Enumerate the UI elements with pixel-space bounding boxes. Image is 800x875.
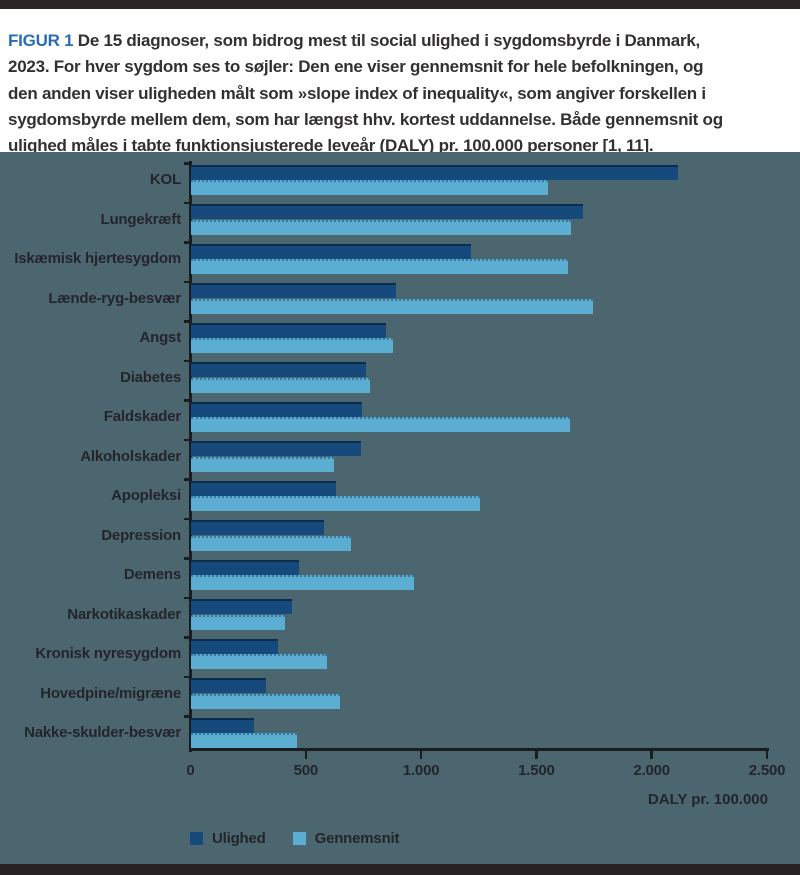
- ulighed-bar: [191, 678, 266, 693]
- ulighed-bar: [191, 638, 279, 654]
- top-border-bar: [0, 0, 800, 9]
- ulighed-bar: [191, 322, 386, 338]
- category-label: Angst: [139, 329, 182, 346]
- gennemsnit-bar: [191, 693, 340, 709]
- category-label: Nakke-skulder-besvær: [24, 724, 181, 741]
- y-axis-tick: [184, 596, 189, 599]
- x-axis-tick: [419, 750, 423, 759]
- gennemsnit-bar: [191, 298, 594, 314]
- x-tick-label: 500: [293, 762, 319, 779]
- category-label: Alkoholskader: [80, 447, 181, 465]
- legend: Ulighed Gennemsnit: [190, 830, 399, 847]
- y-axis-tick: [184, 715, 189, 718]
- category-label: Hovedpine/migræne: [40, 684, 181, 702]
- gennemsnit-bar: [191, 575, 414, 590]
- y-axis-tick: [184, 517, 189, 520]
- category-label: Narkotikaskader: [67, 605, 181, 623]
- y-axis-tick: [184, 162, 189, 165]
- gennemsnit-bar: [191, 377, 370, 393]
- x-axis-tick: [650, 750, 653, 759]
- y-axis-tick: [184, 675, 189, 678]
- y-axis-tick: [184, 438, 189, 441]
- x-tick-label: 2.000: [633, 762, 670, 779]
- y-axis-tick: [184, 241, 189, 244]
- x-tick-label: 1.500: [518, 762, 555, 779]
- gennemsnit-bar: [191, 614, 286, 630]
- figure-label: FIGUR 1: [8, 31, 74, 50]
- x-tick-label: 1.000: [402, 762, 440, 779]
- x-tick-label: 0: [186, 762, 195, 779]
- ulighed-bar: [191, 243, 472, 259]
- x-tick-label: 2.500: [748, 762, 786, 779]
- figure-caption-text: De 15 diagnoser, som bidrog mest til soc…: [8, 31, 723, 156]
- ulighed-bar: [191, 599, 293, 614]
- category-label: Depression: [101, 526, 181, 544]
- category-label: KOL: [149, 171, 181, 188]
- y-axis-tick: [184, 478, 189, 481]
- legend-swatch-ulighed: [190, 832, 203, 845]
- gennemsnit-bar: [191, 180, 549, 195]
- y-axis: [188, 161, 192, 752]
- legend-swatch-gennemsnit: [292, 832, 306, 845]
- ulighed-bar: [191, 520, 325, 535]
- y-axis-tick: [184, 636, 189, 639]
- ulighed-bar: [191, 559, 300, 575]
- gennemsnit-bar: [191, 417, 571, 432]
- category-label: Lungekræft: [100, 210, 181, 228]
- legend-label-ulighed: Ulighed: [212, 830, 266, 847]
- y-axis-tick: [184, 280, 189, 283]
- ulighed-bar: [191, 362, 366, 377]
- gennemsnit-bar: [191, 654, 328, 669]
- gennemsnit-bar: [191, 219, 572, 235]
- ulighed-bar: [191, 401, 362, 417]
- y-axis-tick: [184, 359, 189, 362]
- x-axis: [188, 747, 769, 751]
- ulighed-bar: [191, 204, 584, 219]
- ulighed-bar: [191, 480, 337, 496]
- gennemsnit-bar: [191, 535, 352, 551]
- legend-item-gennemsnit: Gennemsnit: [292, 830, 400, 847]
- gennemsnit-bar: [191, 259, 569, 274]
- y-axis-tick: [184, 399, 189, 402]
- x-axis-tick: [765, 750, 769, 759]
- chart-panel: KOL Lungekræft Iskæmisk hjertesygdom Lænde-…: [0, 152, 800, 875]
- gennemsnit-bar: [191, 496, 481, 511]
- y-axis-tick: [184, 320, 189, 323]
- legend-label-gennemsnit: Gennemsnit: [314, 830, 400, 847]
- gennemsnit-bar: [191, 338, 393, 353]
- ulighed-bar: [191, 717, 254, 733]
- x-axis-tick: [535, 750, 538, 759]
- x-axis-tick: [304, 750, 308, 759]
- y-axis-tick: [184, 557, 189, 560]
- category-label: Faldskader: [103, 408, 181, 425]
- gennemsnit-bar: [191, 456, 334, 472]
- category-label: Apopleksi: [111, 487, 181, 504]
- y-axis-tick: [184, 201, 189, 204]
- ulighed-bar: [191, 283, 397, 298]
- category-label: Lænde-ryg-besvær: [48, 289, 181, 307]
- category-label: Diabetes: [120, 368, 181, 386]
- category-label: Iskæmisk hjertesygdom: [14, 250, 181, 267]
- legend-item-ulighed: Ulighed: [190, 830, 266, 847]
- category-label: Kronisk nyresygdom: [35, 645, 181, 662]
- bottom-border-bar: [0, 864, 800, 875]
- axis-caption: DALY pr. 100.000: [647, 791, 768, 808]
- ulighed-bar: [191, 441, 361, 456]
- ulighed-bar: [191, 164, 678, 180]
- category-label: Demens: [123, 566, 181, 583]
- figure-caption: FIGUR 1 De 15 diagnoser, som bidrog mest…: [8, 28, 800, 159]
- gennemsnit-bar: [191, 733, 298, 748]
